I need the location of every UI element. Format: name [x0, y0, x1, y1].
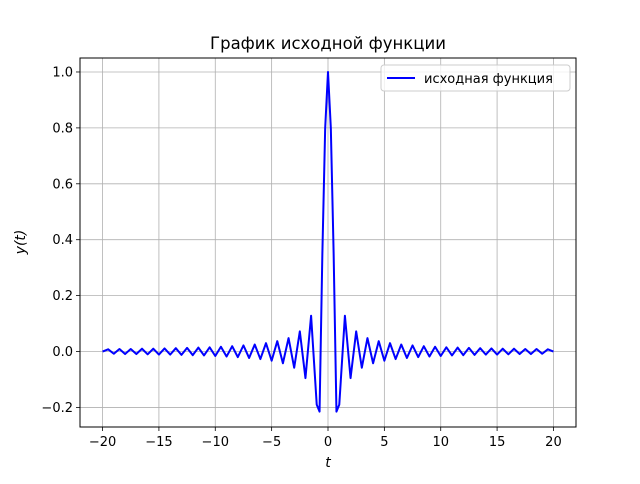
- x-tick-label: −15: [145, 435, 172, 450]
- chart-title: График исходной функции: [210, 34, 446, 53]
- series-line: [102, 70, 554, 413]
- y-tick-label: 0.2: [52, 289, 73, 304]
- y-tick-label: 0.0: [52, 345, 73, 360]
- x-tick-label: −5: [262, 435, 281, 450]
- y-tick-label: −0.2: [41, 401, 73, 416]
- plot-area: [102, 70, 554, 413]
- y-tick-label: 1.0: [52, 65, 73, 80]
- y-axis-ticks: −0.2 0.0 0.2 0.4 0.6 0.8 1.0: [41, 65, 80, 416]
- legend-label: исходная функция: [424, 72, 553, 87]
- x-tick-label: 0: [324, 435, 332, 450]
- y-axis-label: y(t): [13, 230, 29, 256]
- x-tick-label: 20: [545, 435, 562, 450]
- y-tick-label: 0.4: [52, 233, 73, 248]
- x-tick-label: −20: [89, 435, 116, 450]
- legend: исходная функция: [380, 64, 571, 92]
- x-tick-label: 10: [432, 435, 449, 450]
- y-tick-label: 0.8: [52, 121, 73, 136]
- x-tick-label: 5: [380, 435, 388, 450]
- x-tick-label: 15: [489, 435, 506, 450]
- legend-box: [380, 64, 571, 92]
- x-tick-label: −10: [202, 435, 229, 450]
- x-axis-label: t: [325, 455, 331, 471]
- x-axis-ticks: −20 −15 −10 −5 0 5 10 15 20: [89, 427, 562, 450]
- y-tick-label: 0.6: [52, 177, 73, 192]
